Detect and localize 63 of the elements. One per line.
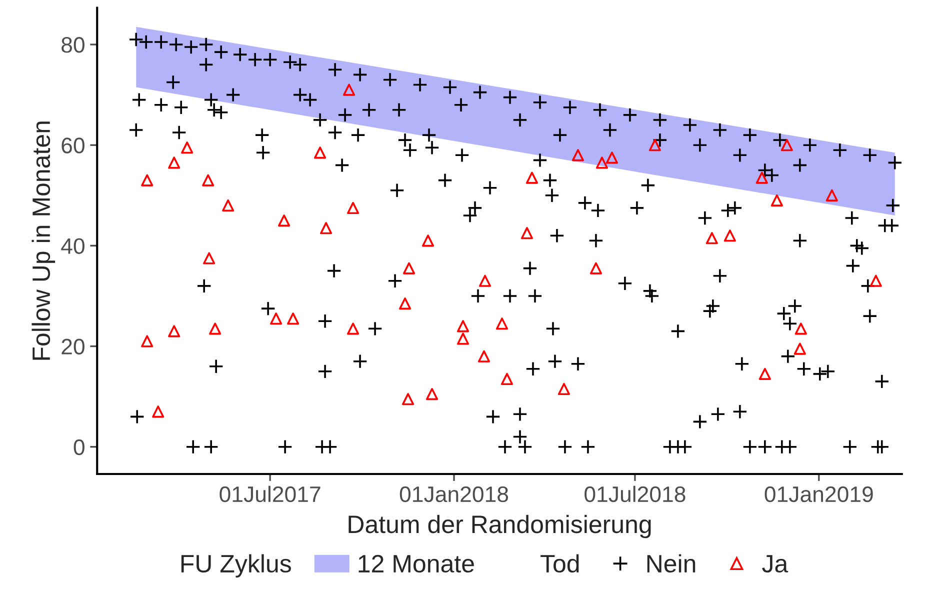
legend-label: 12 Monate [358,554,474,573]
point [402,393,414,406]
point [287,312,300,325]
x-axis-title: Datum der Randomisierung [348,514,651,538]
point [398,297,412,310]
point [342,84,356,96]
y-tick-label: 0 [74,439,84,456]
y-tick-label: 40 [61,238,84,254]
point [168,156,180,169]
x-tick-label: 01Jan2019 [764,486,873,502]
point [278,214,290,227]
point [168,325,180,338]
point [606,152,618,164]
point [478,274,492,287]
point [202,174,214,186]
point [270,312,282,325]
text: FU Zyklus [181,554,291,578]
point [596,156,608,169]
point [320,222,332,234]
point [222,199,234,212]
legend-label: Nein [647,554,696,573]
point [558,382,570,396]
point [456,320,470,332]
point [706,232,718,244]
x-tick-label: 01Jan2018 [400,486,508,502]
point [203,252,216,264]
point [152,406,164,418]
point [526,172,538,184]
point [456,332,470,345]
point [402,262,416,274]
text: Tod [540,554,579,573]
point [478,350,490,362]
point [794,322,807,335]
point [141,335,154,348]
point [346,202,360,214]
point [572,149,584,162]
y-tick-label: 60 [62,138,84,154]
point [500,372,514,386]
x-tick-label: 01Jul2017 [220,486,320,502]
x-tick-label: 01Jul2018 [584,486,686,502]
point [496,318,508,330]
point [209,322,222,335]
point [181,142,194,154]
point [758,368,771,380]
point [870,274,882,287]
legend-label: Ja [762,555,788,573]
point [724,230,736,242]
point [756,172,768,184]
y-tick-label: 20 [62,338,84,355]
point [426,388,438,400]
y-axis-title: Follow Up in Monaten [32,122,56,360]
point [422,234,434,247]
point [770,194,783,206]
point [314,146,326,159]
y-tick-label: 80 [62,37,84,53]
point [520,227,534,240]
point [346,322,360,335]
point [826,189,838,202]
point [648,139,662,152]
point [590,262,602,274]
point [794,342,806,355]
point [780,139,793,152]
point [141,174,154,186]
